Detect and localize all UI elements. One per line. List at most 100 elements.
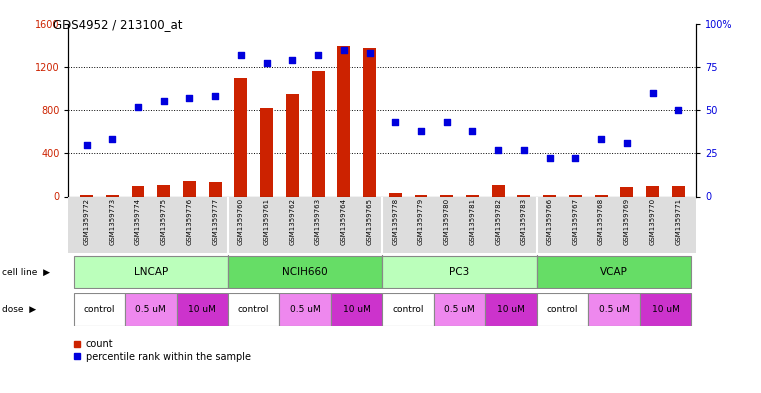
Text: GSM1359768: GSM1359768 (598, 198, 604, 245)
Bar (363, 48, 376, 196)
Text: GSM1359778: GSM1359778 (392, 198, 398, 245)
Text: GSM1359779: GSM1359779 (418, 198, 424, 245)
Bar (389, 193, 402, 196)
Bar (312, 71, 324, 196)
Point (286, 57, 298, 63)
Text: NCIH660: NCIH660 (282, 267, 328, 277)
Point (415, 128, 427, 134)
Text: GSM1359782: GSM1359782 (495, 198, 501, 245)
Bar (260, 108, 273, 196)
Bar (441, 195, 453, 196)
Text: GSM1359773: GSM1359773 (110, 198, 115, 245)
Text: VCAP: VCAP (600, 267, 628, 277)
Point (81, 141, 93, 148)
Bar (337, 46, 350, 196)
Point (543, 155, 556, 162)
Bar (158, 185, 170, 196)
Bar (434, 294, 486, 325)
Text: 10 uM: 10 uM (342, 305, 371, 314)
Text: GSM1359772: GSM1359772 (84, 198, 90, 245)
Point (158, 98, 170, 105)
Bar (537, 294, 588, 325)
Point (517, 147, 530, 153)
Bar (517, 195, 530, 196)
Bar (177, 294, 228, 325)
Bar (80, 195, 93, 196)
Point (235, 51, 247, 58)
Bar (569, 195, 582, 196)
Bar (331, 294, 383, 325)
Bar (383, 256, 537, 288)
Point (364, 50, 376, 56)
Bar (588, 294, 640, 325)
Bar (383, 294, 434, 325)
Text: control: control (393, 305, 424, 314)
Text: 0.5 uM: 0.5 uM (290, 305, 320, 314)
Point (595, 136, 607, 143)
Text: GSM1359774: GSM1359774 (135, 198, 141, 245)
Point (621, 140, 633, 146)
Bar (620, 187, 633, 196)
Bar (74, 256, 228, 288)
Text: GSM1359767: GSM1359767 (572, 198, 578, 245)
Text: GSM1359765: GSM1359765 (367, 198, 373, 245)
Bar (594, 195, 607, 196)
Text: 10 uM: 10 uM (189, 305, 216, 314)
Point (466, 128, 479, 134)
Bar (537, 256, 691, 288)
Point (260, 60, 272, 66)
Text: 0.5 uM: 0.5 uM (444, 305, 475, 314)
Bar (543, 195, 556, 196)
Text: GSM1359776: GSM1359776 (186, 198, 193, 245)
Bar (234, 78, 247, 196)
Bar (183, 181, 196, 196)
Bar (492, 185, 505, 196)
Bar (228, 256, 382, 288)
Legend: count, percentile rank within the sample: count, percentile rank within the sample (73, 339, 251, 362)
Bar (486, 294, 537, 325)
Bar (466, 195, 479, 196)
Bar (132, 185, 145, 196)
Text: dose  ▶: dose ▶ (2, 305, 36, 314)
Text: PC3: PC3 (450, 267, 470, 277)
Text: GSM1359780: GSM1359780 (444, 198, 450, 245)
Text: control: control (546, 305, 578, 314)
Text: LNCAP: LNCAP (134, 267, 168, 277)
Text: GDS4952 / 213100_at: GDS4952 / 213100_at (53, 18, 183, 31)
Text: GSM1359760: GSM1359760 (238, 198, 244, 245)
Bar (286, 94, 299, 196)
Text: GSM1359766: GSM1359766 (546, 198, 552, 245)
Point (569, 155, 581, 162)
Point (209, 93, 221, 99)
Text: GSM1359769: GSM1359769 (624, 198, 630, 245)
Bar (640, 294, 691, 325)
Text: GSM1359775: GSM1359775 (161, 198, 167, 245)
Text: GSM1359777: GSM1359777 (212, 198, 218, 245)
Text: GSM1359764: GSM1359764 (341, 198, 347, 245)
Bar (106, 195, 119, 196)
Bar (74, 294, 125, 325)
Point (492, 147, 505, 153)
Text: GSM1359763: GSM1359763 (315, 198, 321, 245)
Text: GSM1359762: GSM1359762 (289, 198, 295, 245)
Text: 0.5 uM: 0.5 uM (599, 305, 629, 314)
Bar (228, 294, 279, 325)
Bar (209, 182, 221, 196)
Point (441, 119, 453, 125)
Text: GSM1359770: GSM1359770 (650, 198, 655, 245)
Point (132, 103, 144, 110)
Bar (415, 195, 428, 196)
Text: 10 uM: 10 uM (651, 305, 680, 314)
Text: control: control (84, 305, 115, 314)
Text: 0.5 uM: 0.5 uM (135, 305, 166, 314)
Point (312, 51, 324, 58)
Text: GSM1359761: GSM1359761 (263, 198, 269, 245)
Point (338, 46, 350, 53)
Point (183, 95, 196, 101)
Text: GSM1359783: GSM1359783 (521, 198, 527, 245)
Point (389, 119, 401, 125)
Bar (672, 185, 685, 196)
Point (672, 107, 684, 113)
Text: 10 uM: 10 uM (497, 305, 525, 314)
Bar (125, 294, 177, 325)
